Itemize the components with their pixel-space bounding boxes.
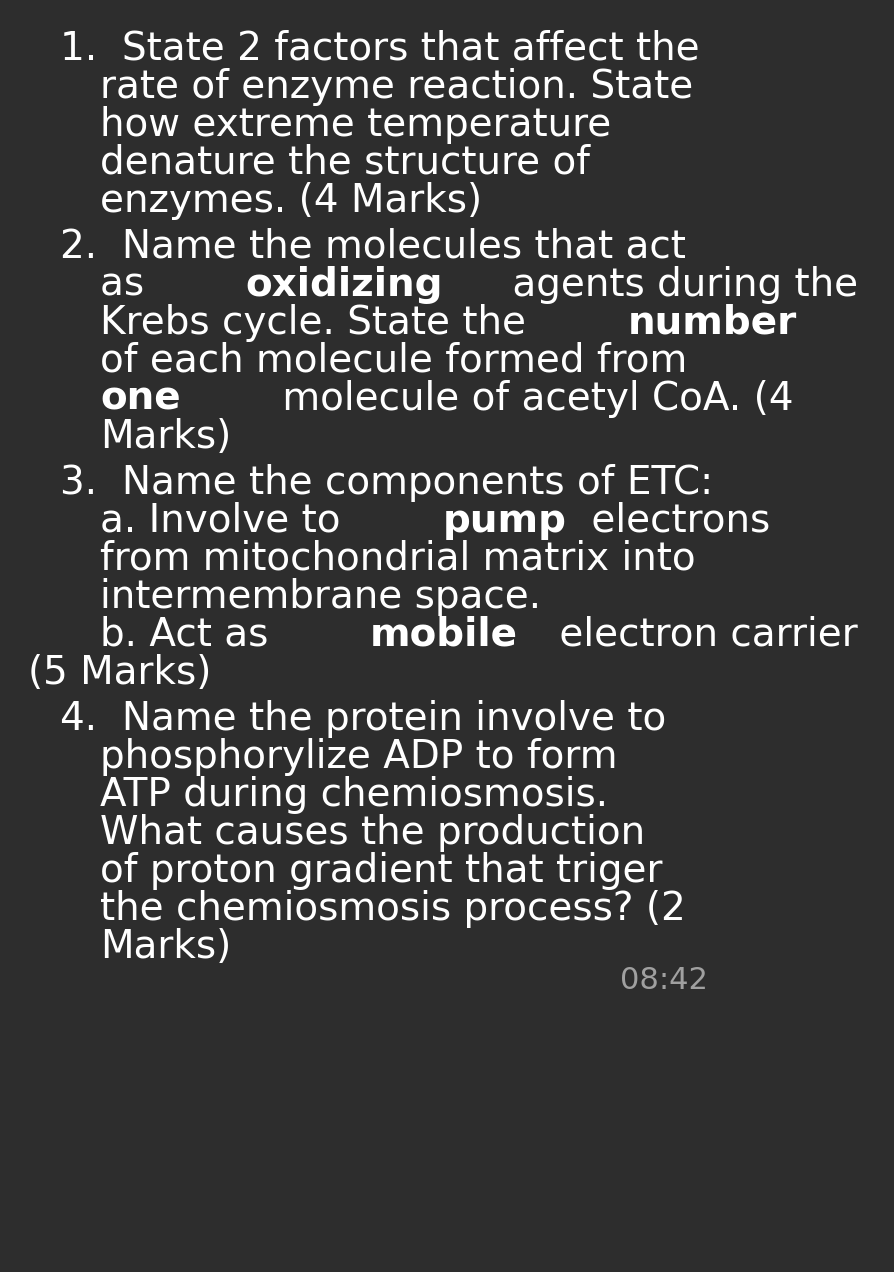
Text: 2.  Name the molecules that act: 2. Name the molecules that act — [60, 228, 685, 266]
Text: oxidizing: oxidizing — [246, 266, 443, 304]
Text: number: number — [627, 304, 797, 342]
Text: of each molecule formed from: of each molecule formed from — [100, 342, 687, 380]
Text: rate of enzyme reaction. State: rate of enzyme reaction. State — [100, 67, 693, 106]
Text: mobile: mobile — [370, 616, 518, 654]
Text: (5 Marks): (5 Marks) — [28, 654, 211, 692]
Text: one: one — [100, 380, 181, 418]
Text: as: as — [100, 266, 156, 304]
Text: from mitochondrial matrix into: from mitochondrial matrix into — [100, 541, 695, 577]
Text: 3.  Name the components of ETC:: 3. Name the components of ETC: — [60, 464, 713, 502]
Text: intermembrane space.: intermembrane space. — [100, 577, 541, 616]
Text: enzymes. (4 Marks): enzymes. (4 Marks) — [100, 182, 482, 220]
Text: electron carrier: electron carrier — [546, 616, 856, 654]
Text: 1.  State 2 factors that affect the: 1. State 2 factors that affect the — [60, 31, 699, 67]
Text: agents during the: agents during the — [500, 266, 857, 304]
Text: What causes the production: What causes the production — [100, 814, 645, 852]
Text: pump: pump — [442, 502, 566, 541]
Text: a. Involve to: a. Involve to — [100, 502, 352, 541]
Text: 4.  Name the protein involve to: 4. Name the protein involve to — [60, 700, 665, 738]
Text: how extreme temperature: how extreme temperature — [100, 106, 611, 144]
Text: Krebs cycle. State the: Krebs cycle. State the — [100, 304, 538, 342]
Text: phosphorylize ADP to form: phosphorylize ADP to form — [100, 738, 617, 776]
Text: ATP during chemiosmosis.: ATP during chemiosmosis. — [100, 776, 607, 814]
Text: the chemiosmosis process? (2: the chemiosmosis process? (2 — [100, 890, 685, 929]
Text: denature the structure of: denature the structure of — [100, 144, 589, 182]
Text: b. Act as: b. Act as — [100, 616, 281, 654]
Text: molecule of acetyl CoA. (4: molecule of acetyl CoA. (4 — [270, 380, 793, 418]
Text: 08:42: 08:42 — [620, 965, 707, 995]
Text: of proton gradient that triger: of proton gradient that triger — [100, 852, 662, 890]
Text: electrons: electrons — [578, 502, 769, 541]
Text: Marks): Marks) — [100, 418, 231, 455]
Text: Marks): Marks) — [100, 929, 231, 965]
